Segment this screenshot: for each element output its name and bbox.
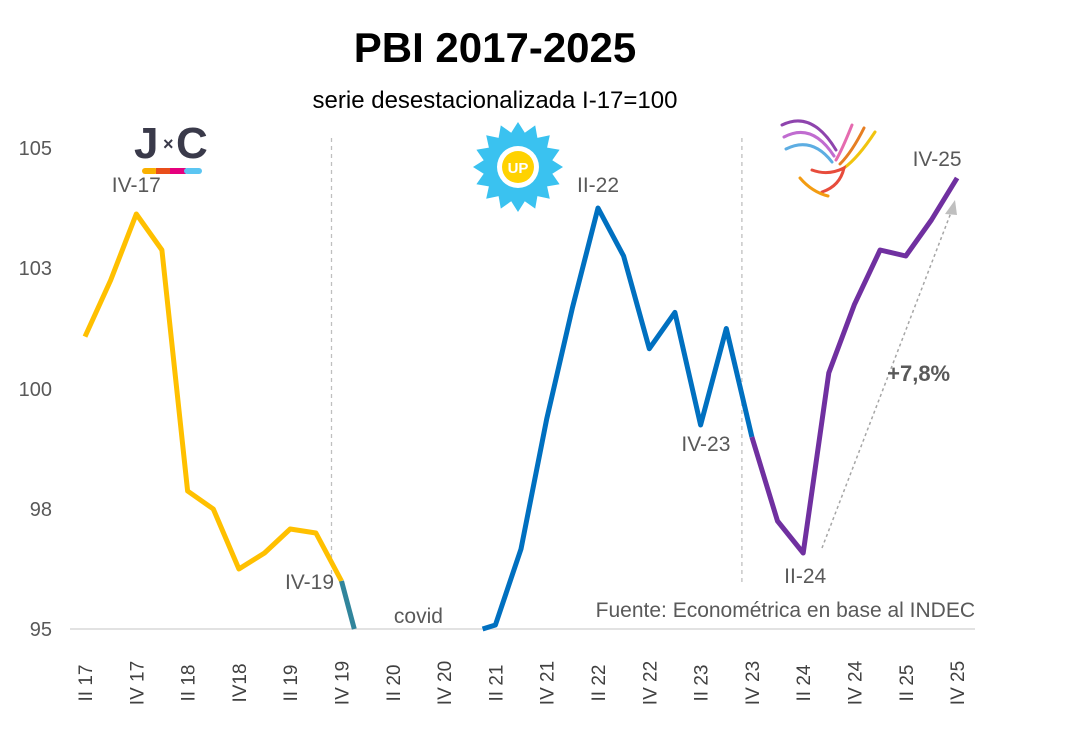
svg-text:C: C — [176, 119, 208, 168]
x-tick-label: IV 20 — [435, 661, 456, 705]
series-line-0 — [82, 211, 344, 583]
source-note: Fuente: Econométrica en base al INDEC — [596, 599, 975, 622]
svg-text:UP: UP — [508, 160, 529, 177]
series-line-3 — [749, 176, 960, 556]
y-tick-label: 105 — [19, 138, 52, 160]
y-tick-label: 103 — [19, 258, 52, 280]
x-tick-label: II 21 — [486, 665, 507, 702]
svg-text:×: × — [163, 134, 174, 154]
x-tick-label: II 24 — [794, 664, 815, 701]
chart-subtitle: serie desestacionalizada I-17=100 — [313, 87, 678, 114]
annotation-label: covid — [394, 605, 443, 628]
x-tick-label: IV 21 — [538, 661, 559, 705]
growth-arrow — [821, 200, 957, 549]
x-tick-label: IV 17 — [127, 661, 148, 705]
x-tick-label: IV18 — [230, 663, 251, 702]
annotation-label: IV-23 — [681, 433, 730, 456]
x-tick-label: IV 23 — [743, 661, 764, 705]
annotation-label: II-22 — [577, 174, 619, 197]
x-tick-label: II 20 — [384, 665, 405, 702]
x-tick-label: II 22 — [589, 665, 610, 702]
x-tick-label: II 23 — [692, 665, 713, 702]
period-dividers — [330, 138, 743, 585]
jxc-logo: J × C — [134, 119, 208, 174]
x-tick-label: II 19 — [281, 665, 302, 702]
up-logo: UP — [473, 122, 563, 212]
annotation-label: IV-25 — [913, 148, 962, 171]
series-line-2 — [481, 205, 755, 632]
chart-title: PBI 2017-2025 — [354, 24, 637, 71]
series-line-1 — [339, 580, 357, 630]
annotations: IV-17 IV-19 covid II-22 IV-23 II-24 IV-25 +7,8% — [112, 148, 962, 628]
y-tick-label: 98 — [30, 499, 52, 521]
svg-text:J: J — [134, 119, 158, 168]
annotation-label: II-24 — [784, 565, 826, 588]
lla-logo — [780, 119, 877, 198]
x-tick-label: IV 24 — [846, 660, 867, 705]
y-tick-label: 95 — [30, 619, 52, 641]
annotation-label: IV-17 — [112, 174, 161, 197]
x-axis: II 17 IV 17 II 18 IV18 II 19 IV 19 II 20 IV 20 I… — [76, 660, 969, 705]
x-tick-label: II 25 — [897, 665, 918, 702]
series-layer — [82, 176, 960, 632]
y-axis: 95 98 100 103 105 — [19, 138, 52, 641]
annotation-label: +7,8% — [887, 361, 950, 386]
annotation-label: IV-19 — [285, 571, 334, 594]
x-tick-label: IV 25 — [948, 661, 969, 705]
y-tick-label: 100 — [19, 379, 52, 401]
x-tick-label: IV 22 — [640, 661, 661, 705]
x-tick-label: IV 19 — [333, 661, 354, 705]
x-tick-label: II 18 — [179, 665, 200, 702]
x-tick-label: II 17 — [76, 665, 97, 702]
